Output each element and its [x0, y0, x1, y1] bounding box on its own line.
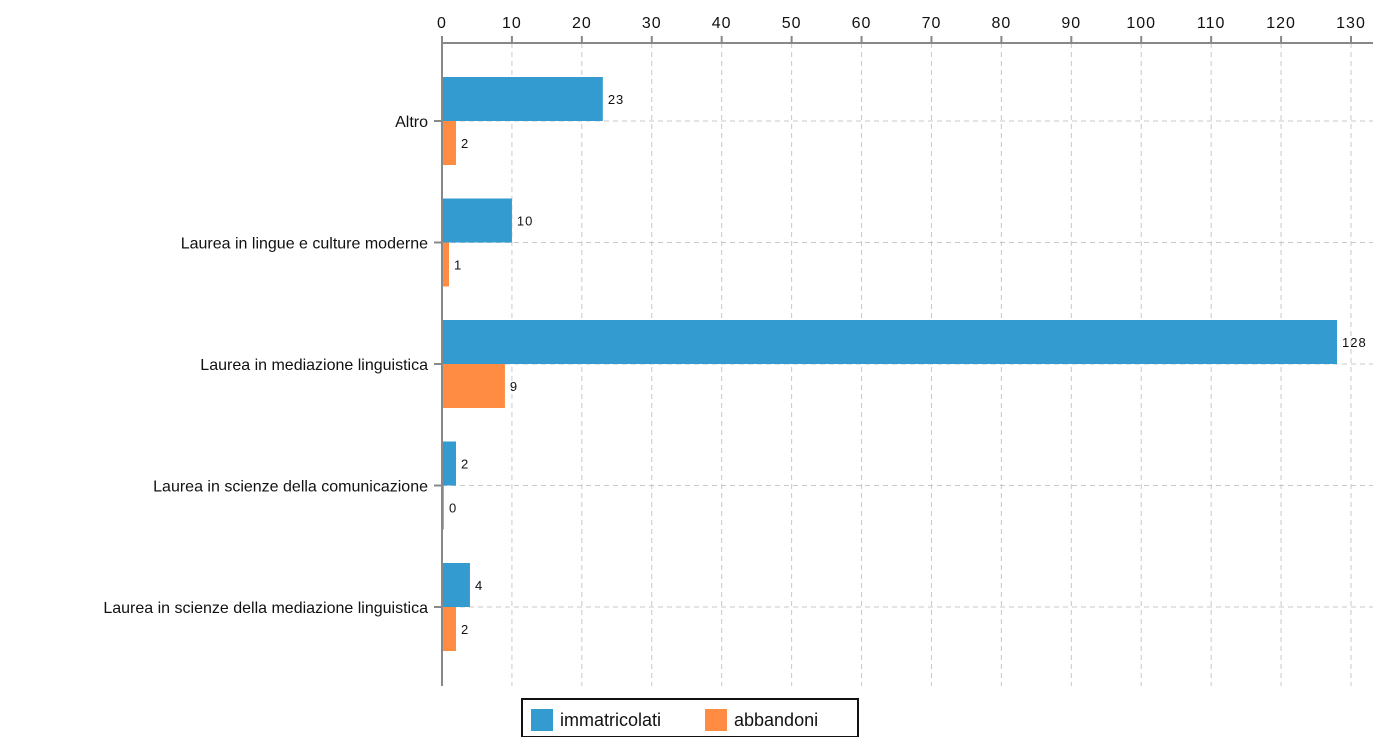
data-label-immatricolati: 10: [517, 214, 533, 229]
bar-immatricolati: [442, 198, 512, 243]
x-tick-label: 90: [1061, 15, 1081, 32]
axes: [434, 36, 1373, 686]
data-label-abbandoni: 1: [454, 258, 462, 273]
labels: 0 10 20 30 40 50 60 70 80 90 100 110 120 130AltroLaur…: [103, 15, 1367, 637]
x-tick-label: 100: [1126, 15, 1156, 32]
data-label-immatricolati: 2: [461, 457, 469, 472]
x-tick-label: 10: [502, 15, 522, 32]
x-tick-label: 80: [991, 15, 1011, 32]
x-tick-label: 110: [1197, 15, 1226, 32]
data-label-immatricolati: 128: [1342, 335, 1367, 350]
bar-abbandoni: [442, 242, 449, 287]
x-tick-label: 40: [712, 15, 732, 32]
category-label: Altro: [395, 114, 428, 131]
category-label: Laurea in mediazione linguistica: [200, 357, 428, 374]
x-tick-label: 0: [437, 15, 447, 32]
x-tick-label: 70: [922, 15, 942, 32]
x-tick-label: 60: [852, 15, 872, 32]
bar-abbandoni: [442, 364, 505, 408]
legend-label-immatricolati: immatricolati: [560, 710, 661, 730]
x-tick-label: 20: [572, 15, 592, 32]
legend-swatch-immatricolati: [531, 709, 553, 731]
bar-immatricolati: [442, 563, 470, 607]
category-label: Laurea in scienze della comunicazione: [153, 479, 428, 496]
bar-abbandoni: [442, 121, 456, 165]
data-label-immatricolati: 4: [475, 578, 483, 593]
category-label: Laurea in scienze della mediazione lingu…: [103, 600, 428, 617]
legend-box: [521, 698, 859, 737]
legend-swatch-abbandoni: [705, 709, 727, 731]
x-tick-label: 130: [1336, 15, 1366, 32]
data-label-abbandoni: 2: [461, 622, 469, 637]
data-label-immatricolati: 23: [608, 92, 624, 107]
bar-immatricolati: [442, 77, 603, 121]
x-tick-label: 30: [642, 15, 662, 32]
x-tick-label: 120: [1266, 15, 1296, 32]
x-tick-label: 50: [782, 15, 802, 32]
legend-label-abbandoni: abbandoni: [734, 710, 818, 730]
grid-lines: [442, 43, 1373, 686]
bar-abbandoni: [442, 607, 456, 651]
legend: immatricolati abbandoni: [521, 698, 859, 737]
bar-immatricolati: [442, 441, 456, 486]
data-label-abbandoni: 0: [449, 501, 457, 516]
data-label-abbandoni: 2: [461, 136, 469, 151]
category-label: Laurea in lingue e culture moderne: [181, 236, 428, 253]
data-label-abbandoni: 9: [510, 379, 518, 394]
bars: [442, 77, 1338, 651]
bar-immatricolati: [442, 320, 1338, 364]
